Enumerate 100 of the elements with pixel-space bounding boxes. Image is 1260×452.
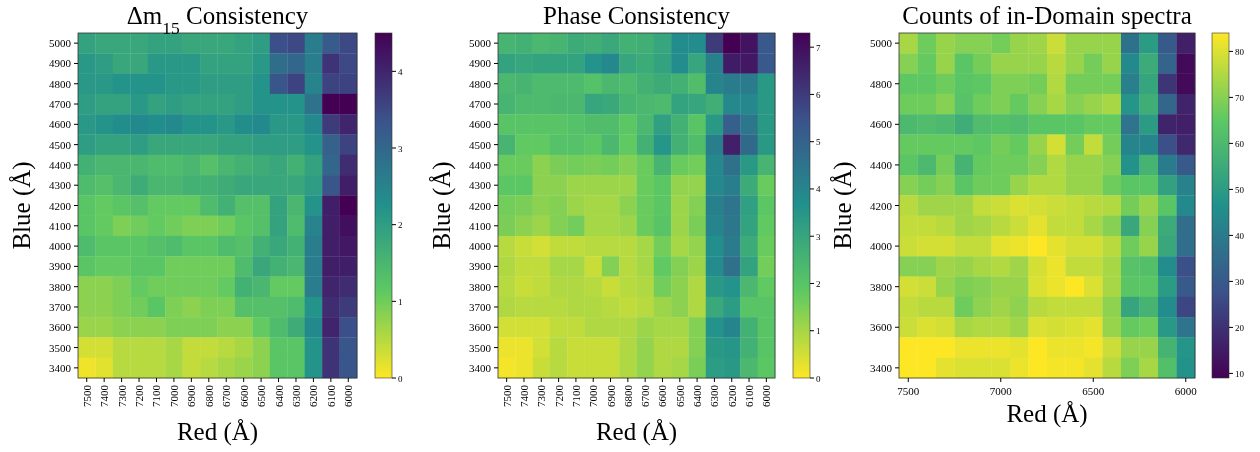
x-tick-label: 7000 <box>167 384 180 407</box>
y-tick-label: 3800 <box>469 280 492 293</box>
y-tick-label: 5000 <box>49 37 72 50</box>
y-tick-label: 4600 <box>469 118 492 131</box>
y-tick-label: 3600 <box>469 321 492 334</box>
x-tick-label: 6300 <box>289 384 302 407</box>
y-tick-label: 4700 <box>469 98 492 111</box>
x-tick-label: 6600 <box>237 384 250 407</box>
color-bar-label: 3 <box>816 231 821 242</box>
x-tick-label: 6300 <box>708 384 721 407</box>
x-tick-label: 7400 <box>98 384 111 407</box>
y-tick-label: 4000 <box>469 240 492 253</box>
color-bar-label: 50 <box>1235 184 1245 195</box>
y-tick-label: 4800 <box>870 77 893 90</box>
x-axis-title: Red (Å) <box>176 418 259 446</box>
x-tick-label: 7300 <box>535 384 548 407</box>
y-tick-label: 4000 <box>870 240 893 253</box>
color-bar-label: 3 <box>398 143 403 154</box>
x-tick-label: 6600 <box>656 384 669 407</box>
y-tick-label: 4500 <box>49 138 72 151</box>
y-tick-label: 3800 <box>49 280 72 293</box>
y-tick-label: 4400 <box>49 158 72 171</box>
y-tick-label: 4900 <box>49 57 72 70</box>
y-tick-label: 4700 <box>49 98 72 111</box>
color-bar-label: 70 <box>1235 92 1245 103</box>
x-tick-label: 7100 <box>569 384 582 407</box>
x-tick-label: 6700 <box>639 384 652 407</box>
y-tick-label: 4800 <box>49 77 72 90</box>
color-bar-label: 2 <box>398 220 403 231</box>
y-axis-title: Blue (Å) <box>428 161 456 250</box>
y-tick-label: 4800 <box>469 77 492 90</box>
y-tick-label: 3600 <box>870 321 893 334</box>
y-tick-label: 3800 <box>870 280 893 293</box>
chart-title: Counts of in-Domain spectra <box>902 2 1192 29</box>
y-tick-label: 3500 <box>49 341 72 354</box>
x-tick-label: 6200 <box>307 384 320 407</box>
x-tick-label: 6700 <box>220 384 233 407</box>
y-tick-label: 4100 <box>49 219 72 232</box>
x-tick-label: 6200 <box>725 384 738 407</box>
x-tick-label: 6400 <box>691 384 704 407</box>
color-bar-label: 1 <box>398 296 403 307</box>
x-tick-label: 7100 <box>150 384 163 407</box>
y-axis-title: Blue (Å) <box>829 161 857 250</box>
y-tick-label: 3400 <box>870 361 893 374</box>
y-tick-label: 5000 <box>469 37 492 50</box>
color-bar-label: 20 <box>1235 322 1245 333</box>
color-bar-label: 4 <box>816 184 821 195</box>
y-tick-label: 3900 <box>469 260 492 273</box>
x-tick-label: 7300 <box>115 384 128 407</box>
color-bar-label: 10 <box>1235 368 1245 379</box>
x-tick-label: 6400 <box>272 384 285 407</box>
color-bar-label: 40 <box>1235 230 1245 241</box>
y-tick-label: 4600 <box>49 118 72 131</box>
color-bar-label: 6 <box>816 89 821 100</box>
y-tick-label: 3700 <box>469 300 492 313</box>
y-tick-label: 3500 <box>469 341 492 354</box>
x-tick-label: 7500 <box>80 384 93 407</box>
y-tick-label: 4200 <box>49 199 72 212</box>
y-tick-label: 3400 <box>469 361 492 374</box>
y-tick-label: 4300 <box>49 179 72 192</box>
x-tick-label: 7400 <box>517 384 530 407</box>
y-tick-label: 4200 <box>870 199 893 212</box>
y-tick-label: 4400 <box>469 158 492 171</box>
x-tick-label: 6100 <box>743 384 756 407</box>
y-tick-label: 3400 <box>49 361 72 374</box>
y-tick-label: 4000 <box>49 240 72 253</box>
y-tick-label: 4300 <box>469 179 492 192</box>
color-bar-label: 2 <box>816 278 821 289</box>
color-bar-label: 4 <box>398 66 403 77</box>
color-bar-label: 60 <box>1235 138 1245 149</box>
x-tick-label: 7500 <box>897 385 920 397</box>
x-tick-label: 6900 <box>185 384 198 407</box>
x-axis-title: Red (Å) <box>595 418 678 446</box>
x-tick-label: 6800 <box>621 384 634 407</box>
x-tick-label: 7000 <box>989 385 1013 397</box>
y-tick-label: 3700 <box>49 300 72 313</box>
y-tick-label: 4600 <box>870 118 893 131</box>
color-bar-label: 1 <box>816 326 821 337</box>
x-tick-label: 6000 <box>342 384 355 407</box>
x-tick-label: 6900 <box>604 384 617 407</box>
x-tick-label: 7200 <box>552 384 565 407</box>
y-tick-label: 4400 <box>870 158 893 171</box>
chart-title: Phase Consistency <box>543 2 731 29</box>
y-tick-label: 4200 <box>469 199 492 212</box>
x-axis-title: Red (Å) <box>1006 400 1088 428</box>
color-bar-label: 5 <box>816 137 821 148</box>
x-tick-label: 6100 <box>324 384 337 407</box>
y-tick-label: 4500 <box>469 138 492 151</box>
x-tick-label: 6500 <box>255 384 268 407</box>
chart-title: Δm$_{15}$ Consistency <box>126 2 309 38</box>
y-tick-label: 5000 <box>870 37 893 50</box>
color-bar-label: 30 <box>1235 276 1245 287</box>
y-tick-label: 3900 <box>49 260 72 273</box>
x-tick-label: 7200 <box>133 384 146 407</box>
x-tick-label: 6500 <box>1082 385 1105 397</box>
x-tick-label: 6800 <box>202 384 215 407</box>
x-tick-label: 6000 <box>1174 385 1198 397</box>
y-tick-label: 4900 <box>469 57 492 70</box>
color-bar-label: 80 <box>1235 46 1245 57</box>
color-bar-label: 7 <box>816 42 821 53</box>
